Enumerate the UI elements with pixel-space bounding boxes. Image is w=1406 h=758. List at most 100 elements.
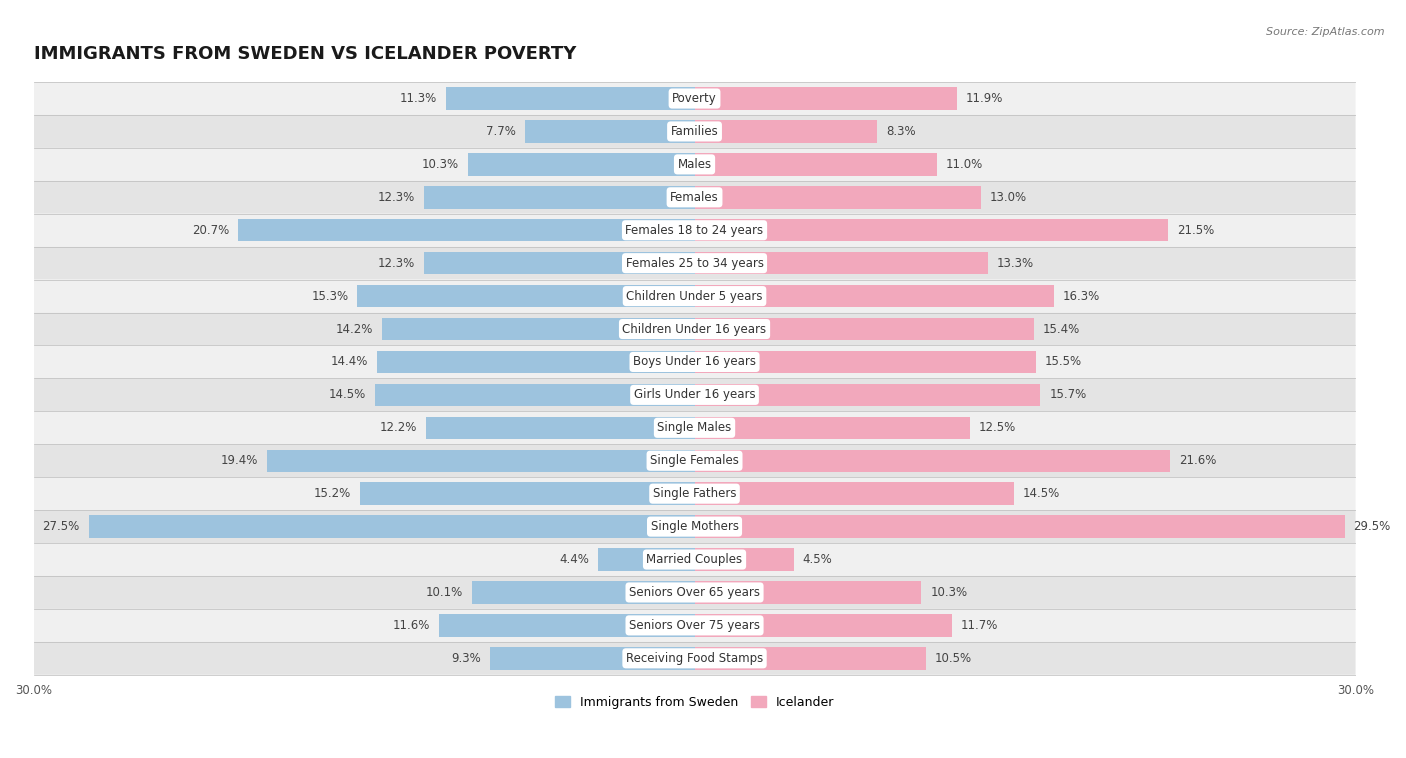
Bar bbox=[695, 515, 1344, 537]
Bar bbox=[695, 318, 1033, 340]
Bar bbox=[695, 417, 970, 439]
Text: 4.5%: 4.5% bbox=[803, 553, 832, 566]
Text: Children Under 5 years: Children Under 5 years bbox=[626, 290, 763, 302]
Text: 12.5%: 12.5% bbox=[979, 421, 1017, 434]
Text: Girls Under 16 years: Girls Under 16 years bbox=[634, 388, 755, 402]
FancyBboxPatch shape bbox=[34, 543, 1355, 576]
Text: Males: Males bbox=[678, 158, 711, 171]
Text: 13.0%: 13.0% bbox=[990, 191, 1026, 204]
Bar bbox=[446, 87, 695, 110]
FancyBboxPatch shape bbox=[34, 115, 1355, 148]
Text: Families: Families bbox=[671, 125, 718, 138]
Text: 12.3%: 12.3% bbox=[377, 191, 415, 204]
FancyBboxPatch shape bbox=[34, 346, 1355, 378]
Text: 4.4%: 4.4% bbox=[560, 553, 589, 566]
Bar bbox=[695, 483, 1014, 505]
FancyBboxPatch shape bbox=[34, 214, 1355, 246]
Bar bbox=[357, 285, 695, 307]
Bar bbox=[524, 121, 695, 143]
Text: Single Males: Single Males bbox=[658, 421, 731, 434]
Text: Source: ZipAtlas.com: Source: ZipAtlas.com bbox=[1267, 27, 1385, 36]
FancyBboxPatch shape bbox=[34, 510, 1355, 543]
Text: 11.0%: 11.0% bbox=[946, 158, 983, 171]
FancyBboxPatch shape bbox=[34, 444, 1355, 478]
Text: Single Fathers: Single Fathers bbox=[652, 487, 737, 500]
Bar bbox=[695, 186, 981, 208]
Text: 11.3%: 11.3% bbox=[399, 92, 437, 105]
Bar bbox=[439, 614, 695, 637]
Bar bbox=[695, 351, 1036, 373]
Text: 10.1%: 10.1% bbox=[426, 586, 463, 599]
Text: 21.5%: 21.5% bbox=[1177, 224, 1215, 236]
Bar bbox=[695, 252, 987, 274]
Legend: Immigrants from Sweden, Icelander: Immigrants from Sweden, Icelander bbox=[550, 691, 839, 714]
Bar bbox=[695, 87, 956, 110]
Bar bbox=[375, 384, 695, 406]
Text: 21.6%: 21.6% bbox=[1180, 454, 1216, 467]
Text: Females: Females bbox=[671, 191, 718, 204]
Text: 7.7%: 7.7% bbox=[486, 125, 516, 138]
Bar bbox=[89, 515, 695, 537]
Bar bbox=[695, 219, 1168, 242]
Text: Single Females: Single Females bbox=[650, 454, 740, 467]
Bar bbox=[360, 483, 695, 505]
FancyBboxPatch shape bbox=[34, 478, 1355, 510]
Text: 14.4%: 14.4% bbox=[330, 356, 368, 368]
Text: 10.5%: 10.5% bbox=[935, 652, 972, 665]
Text: 10.3%: 10.3% bbox=[931, 586, 967, 599]
Bar bbox=[423, 252, 695, 274]
Text: 14.2%: 14.2% bbox=[336, 322, 373, 336]
Bar bbox=[695, 285, 1053, 307]
Bar bbox=[598, 548, 695, 571]
Bar bbox=[423, 186, 695, 208]
FancyBboxPatch shape bbox=[34, 609, 1355, 642]
Text: 8.3%: 8.3% bbox=[886, 125, 915, 138]
Bar bbox=[695, 121, 877, 143]
Text: Boys Under 16 years: Boys Under 16 years bbox=[633, 356, 756, 368]
Bar bbox=[695, 449, 1170, 472]
Bar bbox=[489, 647, 695, 669]
Text: 14.5%: 14.5% bbox=[1022, 487, 1060, 500]
Bar bbox=[695, 548, 794, 571]
Bar bbox=[695, 581, 921, 603]
Text: 15.4%: 15.4% bbox=[1043, 322, 1080, 336]
Bar bbox=[695, 614, 952, 637]
Text: 16.3%: 16.3% bbox=[1063, 290, 1099, 302]
Text: 15.7%: 15.7% bbox=[1049, 388, 1087, 402]
FancyBboxPatch shape bbox=[34, 412, 1355, 444]
Text: 12.2%: 12.2% bbox=[380, 421, 418, 434]
Text: 27.5%: 27.5% bbox=[42, 520, 80, 533]
Bar bbox=[377, 351, 695, 373]
Text: 14.5%: 14.5% bbox=[329, 388, 366, 402]
FancyBboxPatch shape bbox=[34, 576, 1355, 609]
Bar bbox=[468, 153, 695, 176]
Text: 15.3%: 15.3% bbox=[312, 290, 349, 302]
Text: IMMIGRANTS FROM SWEDEN VS ICELANDER POVERTY: IMMIGRANTS FROM SWEDEN VS ICELANDER POVE… bbox=[34, 45, 576, 64]
Text: 15.2%: 15.2% bbox=[314, 487, 350, 500]
FancyBboxPatch shape bbox=[34, 312, 1355, 346]
Bar bbox=[381, 318, 695, 340]
Text: 20.7%: 20.7% bbox=[193, 224, 229, 236]
Text: 19.4%: 19.4% bbox=[221, 454, 259, 467]
Text: 11.7%: 11.7% bbox=[962, 619, 998, 632]
Bar bbox=[695, 384, 1040, 406]
FancyBboxPatch shape bbox=[34, 82, 1355, 115]
Text: Receiving Food Stamps: Receiving Food Stamps bbox=[626, 652, 763, 665]
Text: 12.3%: 12.3% bbox=[377, 257, 415, 270]
FancyBboxPatch shape bbox=[34, 181, 1355, 214]
Bar bbox=[695, 153, 936, 176]
Bar bbox=[239, 219, 695, 242]
Text: Single Mothers: Single Mothers bbox=[651, 520, 738, 533]
FancyBboxPatch shape bbox=[34, 246, 1355, 280]
Text: Seniors Over 75 years: Seniors Over 75 years bbox=[628, 619, 761, 632]
Text: 15.5%: 15.5% bbox=[1045, 356, 1083, 368]
Text: Females 18 to 24 years: Females 18 to 24 years bbox=[626, 224, 763, 236]
Text: Seniors Over 65 years: Seniors Over 65 years bbox=[628, 586, 761, 599]
Text: 13.3%: 13.3% bbox=[997, 257, 1033, 270]
FancyBboxPatch shape bbox=[34, 148, 1355, 181]
Text: 9.3%: 9.3% bbox=[451, 652, 481, 665]
Text: Females 25 to 34 years: Females 25 to 34 years bbox=[626, 257, 763, 270]
Bar bbox=[426, 417, 695, 439]
Text: 29.5%: 29.5% bbox=[1354, 520, 1391, 533]
Text: Children Under 16 years: Children Under 16 years bbox=[623, 322, 766, 336]
